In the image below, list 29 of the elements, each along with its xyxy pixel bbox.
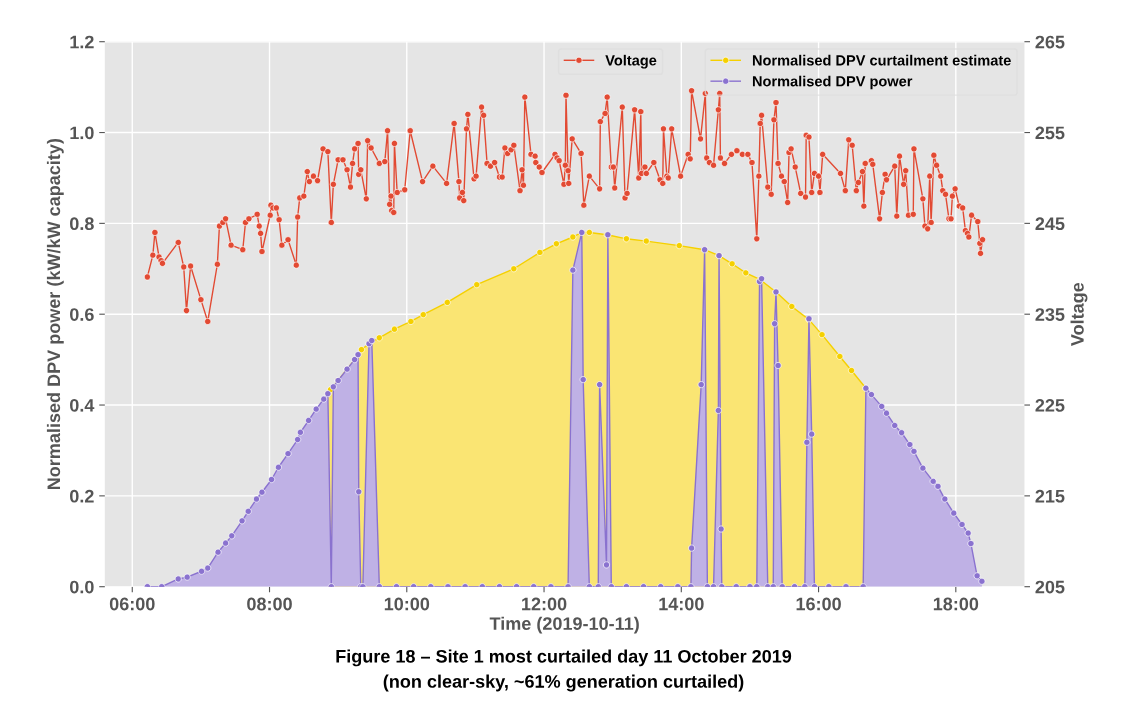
x-tick-label: 08:00: [247, 597, 292, 611]
y-axis-title: Normalised DPV power (kW/kW capacity): [46, 139, 64, 490]
x-tick-label: 16:00: [796, 597, 841, 611]
y-tick-label: 0.4: [70, 398, 95, 412]
legend-label: Normalised DPV curtailment estimate: [752, 54, 1011, 66]
y2-tick-label: 265: [1035, 35, 1065, 49]
x-tick-label: 06:00: [109, 597, 155, 611]
y-tick-label: 1.0: [70, 126, 94, 140]
y-tick-label: 0.2: [70, 489, 94, 503]
text: Figure 18 – Site 1 most curtailed day 11 October 2019: [336, 649, 792, 667]
text: (non clear-sky, ~61% generation curtailed): [383, 674, 744, 692]
x-tick-label: 18:00: [933, 597, 979, 611]
x-tick-label: 14:00: [659, 597, 704, 611]
y-tick-label: 0.8: [70, 217, 94, 231]
x-axis-title: Time (2019-10-11): [489, 616, 639, 634]
y2-tick-label: 245: [1035, 217, 1065, 231]
x-tick-label: 10:00: [384, 597, 430, 611]
y2-tick-label: 205: [1035, 580, 1065, 594]
y2-axis-title: Voltage: [1070, 282, 1088, 347]
legend-label: Voltage: [605, 54, 657, 69]
legend-label: Normalised DPV power: [752, 75, 913, 90]
y2-tick-label: 255: [1035, 126, 1065, 140]
y2-tick-label: 225: [1035, 398, 1065, 412]
y-tick-label: 0.0: [70, 580, 94, 594]
x-tick-label: 12:00: [522, 597, 567, 611]
y2-tick-label: 235: [1035, 308, 1065, 321]
y-tick-label: 0.6: [70, 308, 94, 321]
y-tick-label: 1.2: [70, 35, 94, 49]
y2-tick-label: 215: [1035, 489, 1065, 503]
